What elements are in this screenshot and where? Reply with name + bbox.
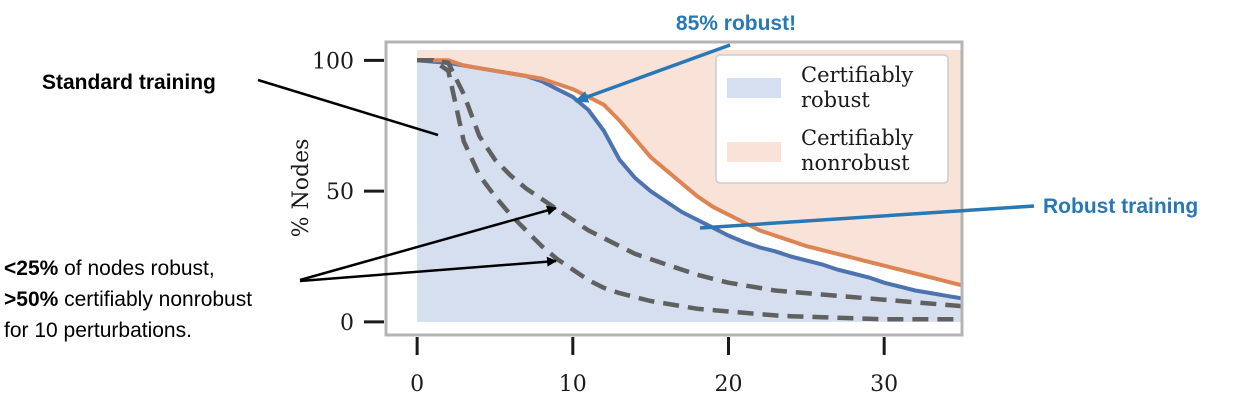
annotation-line-3: for 10 perturbations. [4, 319, 192, 342]
legend: Certifiably robust Certifiably nonrobust [715, 54, 949, 184]
legend-label-robust-1: Certifiably [801, 63, 913, 87]
annotation-line-1-bold: <25% [4, 257, 59, 280]
85-robust-arrow [574, 43, 731, 103]
annotation-85-robust: 85% robust! [676, 12, 796, 35]
x-tick-label-3: 30 [870, 372, 898, 397]
legend-label-nonrobust-2: nonrobust [801, 151, 910, 175]
legend-label-robust-2: robust [801, 88, 870, 112]
axes: 0 10 20 30 0 50 100 [312, 49, 898, 397]
arrow-to-robust-dashed [299, 256, 557, 283]
x-tick-label-1: 10 [559, 372, 587, 397]
y-tick-label-2: 100 [312, 49, 354, 74]
standard-training-pointer [257, 78, 439, 137]
x-tick-label-0: 0 [410, 372, 424, 397]
annotation-line-1: <25% of nodes robust, [4, 257, 215, 280]
y-tick-label-0: 0 [340, 311, 354, 336]
legend-label-nonrobust-1: Certifiably [801, 126, 913, 150]
y-tick-label-1: 50 [326, 180, 354, 205]
x-tick-label-2: 20 [714, 372, 742, 397]
legend-swatch-robust [727, 78, 781, 98]
series-line-2 [417, 58, 962, 322]
series-line-3 [417, 58, 962, 309]
annotation-line-2-bold: >50% [4, 288, 59, 311]
annotation-line-2-rest: certifiably nonrobust [58, 288, 252, 311]
plot-frame [384, 40, 964, 337]
arrow-to-nonrobust-dashed [299, 205, 557, 282]
annotation-robust-training: Robust training [1043, 195, 1198, 218]
legend-swatch-nonrobust [727, 142, 781, 162]
series-line-1 [417, 58, 962, 288]
robust-training-pointer [699, 204, 1035, 230]
y-axis-label: % Nodes [289, 139, 314, 238]
annotation-line-1-rest: of nodes robust, [58, 257, 214, 280]
annotation-standard-training: Standard training [42, 71, 216, 94]
annotation-line-2: >50% certifiably nonrobust [4, 288, 252, 311]
